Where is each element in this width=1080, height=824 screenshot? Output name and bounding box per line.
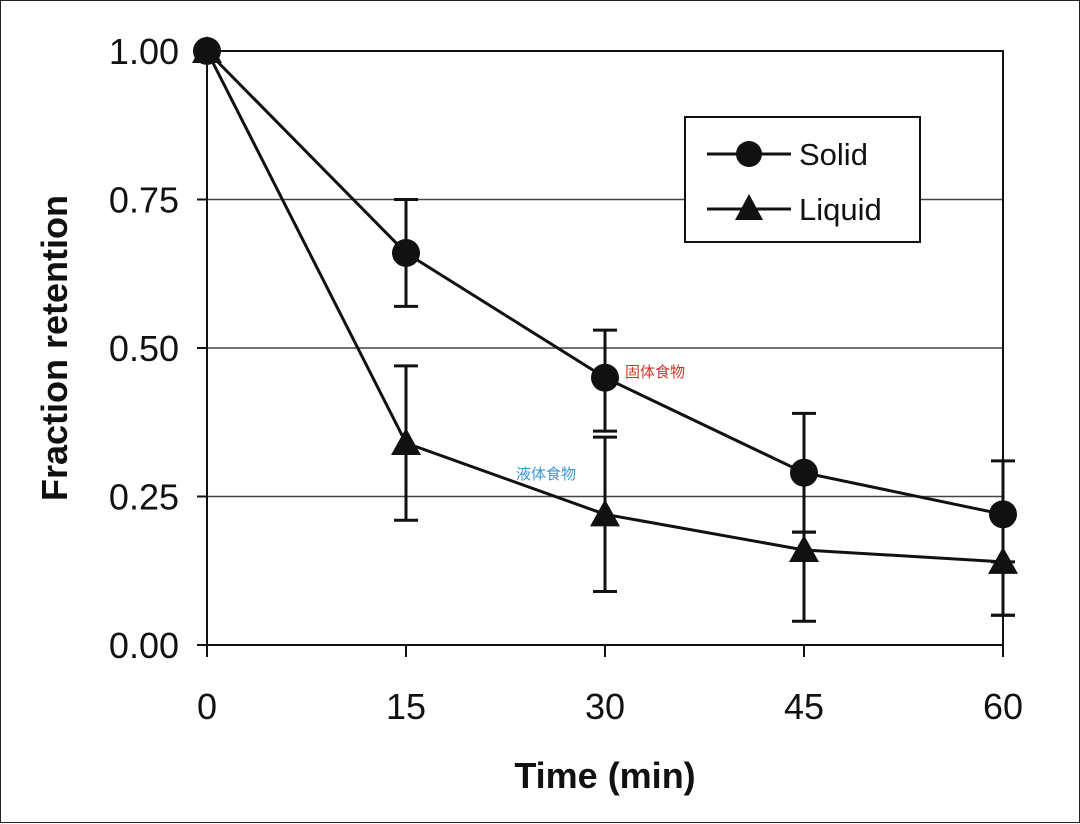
y-axis-title: Fraction retention bbox=[34, 195, 75, 501]
y-tick-label: 0.75 bbox=[109, 180, 179, 221]
x-tick-label: 30 bbox=[585, 686, 625, 727]
solid-data-point bbox=[591, 363, 619, 392]
axis-ticks: 0.00 0.25 0.50 0.75 1.00 0 15 30 45 60 bbox=[109, 31, 1023, 727]
solid-data-point bbox=[392, 238, 420, 267]
liquid-data-point bbox=[789, 534, 819, 562]
x-tick-label: 15 bbox=[386, 686, 426, 727]
series-group bbox=[192, 36, 1018, 623]
legend-box bbox=[684, 116, 921, 243]
x-tick-label: 45 bbox=[784, 686, 824, 727]
x-tick-label: 0 bbox=[197, 686, 217, 727]
x-tick-label: 60 bbox=[983, 686, 1023, 727]
x-axis-title: Time (min) bbox=[514, 755, 695, 796]
legend: Solid Liquid bbox=[684, 116, 921, 243]
y-tick-label: 0.00 bbox=[109, 625, 179, 666]
legend-label-liquid: Liquid bbox=[799, 192, 882, 227]
solid-data-point bbox=[790, 458, 818, 487]
liquid-data-point bbox=[192, 36, 222, 63]
annotation-liquid: 液体食物 bbox=[516, 465, 576, 483]
series-liquid bbox=[192, 36, 1018, 623]
liquid-data-point bbox=[391, 428, 421, 456]
y-tick-label: 0.50 bbox=[109, 328, 179, 369]
liquid-data-point bbox=[988, 546, 1018, 574]
y-tick-label: 1.00 bbox=[109, 31, 179, 72]
legend-label-solid: Solid bbox=[799, 137, 868, 172]
y-tick-label: 0.25 bbox=[109, 477, 179, 518]
legend-liquid-triangle-marker bbox=[735, 194, 763, 220]
solid-data-point bbox=[989, 500, 1017, 529]
liquid-data-point bbox=[590, 499, 620, 527]
annotation-solid: 固体食物 bbox=[625, 363, 685, 381]
legend-solid-circle-marker bbox=[736, 141, 762, 167]
